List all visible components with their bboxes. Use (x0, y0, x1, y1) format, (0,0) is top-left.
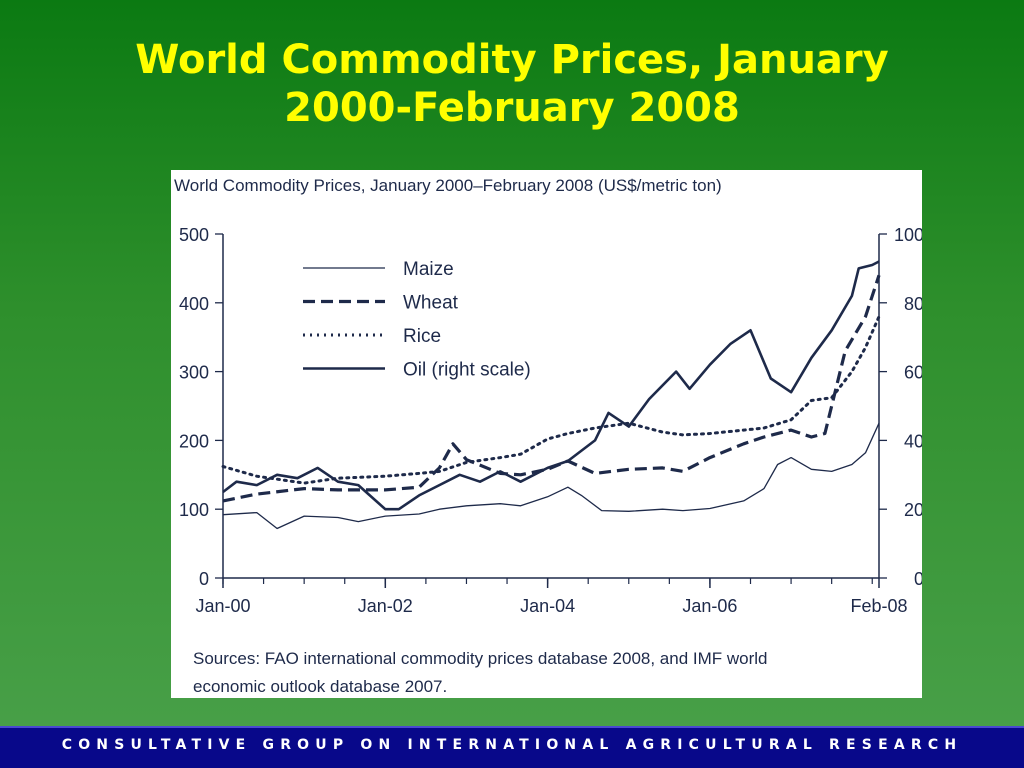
series-line-maize (222, 422, 880, 530)
legend-label-wheat: Wheat (403, 293, 459, 314)
x-tick-label: Jan-00 (195, 596, 250, 616)
chart-panel: World Commodity Prices, January 2000–Feb… (171, 170, 922, 698)
y-right-tick-label: 20 (904, 500, 922, 520)
y-left-tick-label: 100 (179, 500, 209, 520)
source-note-line-1: Sources: FAO international commodity pri… (193, 649, 768, 668)
y-left-tick-label: 500 (179, 225, 209, 245)
x-tick-label: Jan-04 (520, 596, 575, 616)
footer-text: CONSULTATIVE GROUP ON INTERNATIONAL AGRI… (61, 737, 963, 753)
legend-label-maize: Maize (403, 259, 454, 280)
y-right-tick-label: 100 (894, 225, 922, 245)
legend-label-oil: Oil (right scale) (403, 360, 531, 381)
y-left-tick-label: 0 (199, 569, 209, 589)
x-tick-label: Jan-06 (682, 596, 737, 616)
series-line-rice (221, 315, 881, 485)
chart-title: World Commodity Prices, January 2000–Feb… (174, 176, 722, 195)
y-left-tick-label: 300 (179, 363, 209, 383)
legend-label-rice: Rice (403, 326, 441, 347)
source-note-line-2: economic outlook database 2007. (193, 677, 447, 696)
y-right-tick-label: 60 (904, 363, 922, 383)
x-tick-label: Feb-08 (850, 596, 907, 616)
y-right-tick-label: 40 (904, 431, 922, 451)
y-right-tick-label: 80 (904, 294, 922, 314)
slide-title: World Commodity Prices, January 2000-Feb… (0, 36, 1024, 132)
y-left-tick-label: 400 (179, 294, 209, 314)
y-left-tick-label: 200 (179, 431, 209, 451)
footer-bar: CONSULTATIVE GROUP ON INTERNATIONAL AGRI… (0, 726, 1024, 768)
slide-title-line-2: 2000-February 2008 (284, 85, 740, 131)
commodity-price-chart: World Commodity Prices, January 2000–Feb… (174, 176, 922, 696)
series-line-oil (222, 260, 880, 511)
y-right-tick-label: 0 (914, 569, 922, 589)
slide-title-line-1: World Commodity Prices, January (135, 37, 889, 83)
x-tick-label: Jan-02 (358, 596, 413, 616)
